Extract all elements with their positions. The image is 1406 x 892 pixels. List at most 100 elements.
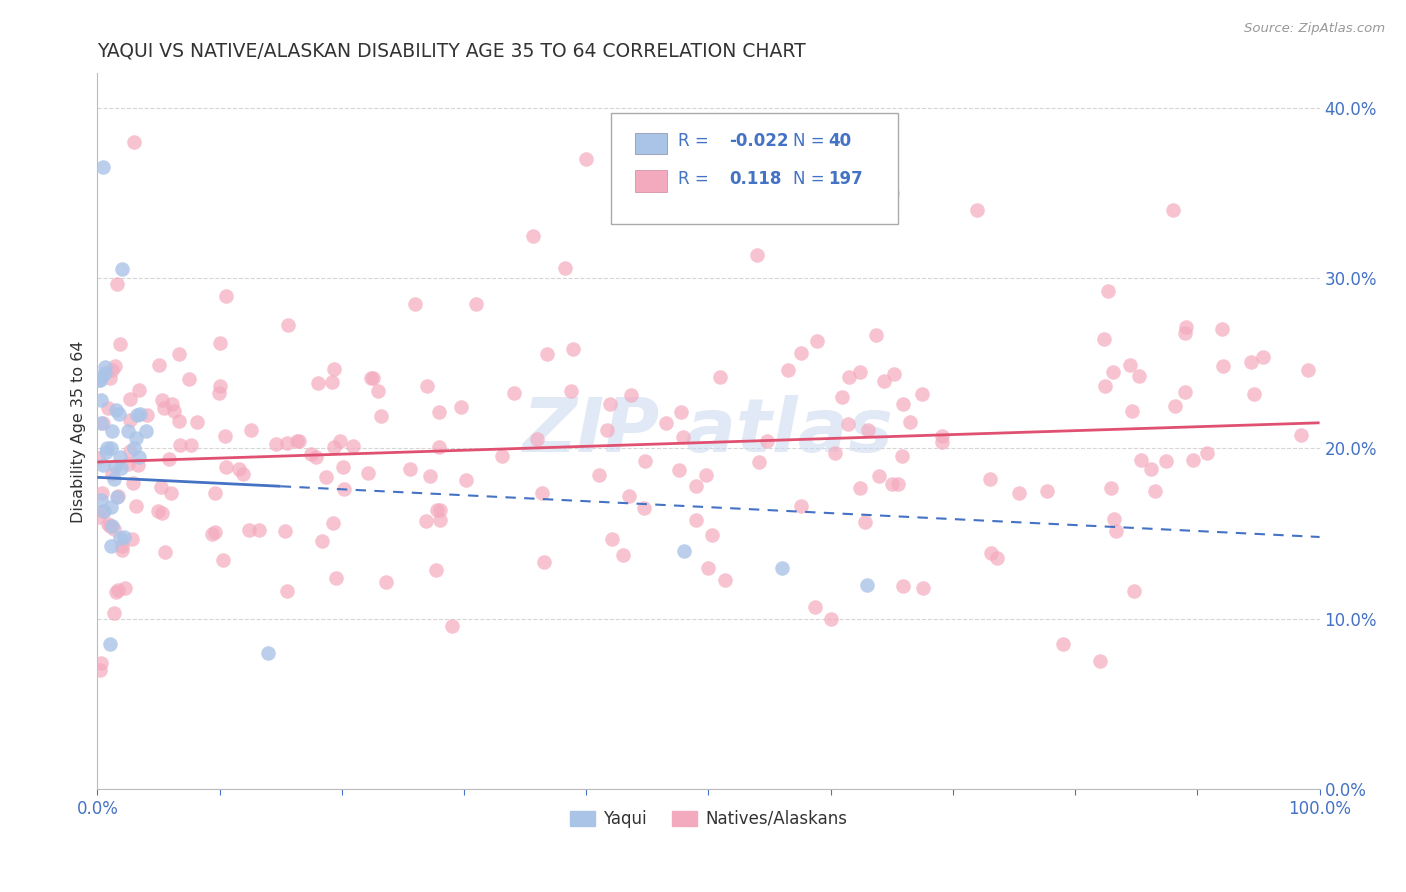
Point <box>1092 332 1115 346</box>
Point <box>890 449 912 463</box>
Point <box>112 530 135 544</box>
Point <box>1099 481 1122 495</box>
Point <box>986 551 1008 566</box>
Text: 0.118: 0.118 <box>730 170 782 188</box>
Point <box>150 506 173 520</box>
Point <box>264 437 287 451</box>
Point <box>120 444 142 458</box>
Point <box>322 516 344 530</box>
Point <box>321 375 343 389</box>
Point <box>1052 637 1074 651</box>
Point <box>148 358 170 372</box>
Point <box>848 481 870 495</box>
Point <box>419 469 441 483</box>
Point <box>427 440 450 454</box>
Point <box>1008 486 1031 500</box>
Point <box>503 385 526 400</box>
Point <box>1128 369 1150 384</box>
Point <box>1174 320 1197 334</box>
Point <box>980 546 1002 560</box>
Point <box>415 514 437 528</box>
Point <box>150 393 173 408</box>
Point <box>177 372 200 386</box>
Point <box>107 489 129 503</box>
FancyBboxPatch shape <box>636 170 666 192</box>
Point <box>122 475 145 490</box>
Point <box>416 378 439 392</box>
Point <box>322 441 344 455</box>
Point <box>342 439 364 453</box>
Point <box>167 347 190 361</box>
Point <box>560 384 582 398</box>
Point <box>1182 453 1205 467</box>
Point <box>214 289 236 303</box>
Point <box>441 618 464 632</box>
Point <box>522 228 544 243</box>
Point <box>596 423 619 437</box>
Point <box>1094 379 1116 393</box>
Point <box>89 663 111 677</box>
Text: -0.022: -0.022 <box>730 132 789 151</box>
Point <box>208 386 231 401</box>
Point <box>685 479 707 493</box>
Point <box>135 425 157 439</box>
Point <box>1197 446 1219 460</box>
Point <box>1164 400 1187 414</box>
Point <box>127 458 149 472</box>
Point <box>367 384 389 399</box>
Point <box>429 513 451 527</box>
Point <box>276 436 298 450</box>
Point <box>329 434 352 449</box>
Text: ZIP atlas: ZIP atlas <box>523 395 894 467</box>
Point <box>360 371 382 385</box>
Text: R =: R = <box>678 132 714 151</box>
Point <box>427 405 450 419</box>
Point <box>1105 524 1128 539</box>
Point <box>450 401 472 415</box>
Point <box>880 477 903 491</box>
Point <box>105 490 128 504</box>
Point <box>900 415 922 429</box>
Point <box>153 401 176 415</box>
Point <box>745 248 768 262</box>
Point <box>90 392 112 407</box>
Point <box>98 371 121 385</box>
Point <box>128 450 150 464</box>
Point <box>865 327 887 342</box>
Point <box>806 334 828 348</box>
Point <box>669 404 692 418</box>
Point <box>104 458 127 473</box>
Point <box>491 449 513 463</box>
Point <box>200 526 222 541</box>
Point <box>240 423 263 437</box>
Text: 40: 40 <box>828 132 852 151</box>
Text: N =: N = <box>793 170 824 188</box>
Point <box>103 472 125 486</box>
Point <box>695 468 717 483</box>
Point <box>299 447 322 461</box>
FancyBboxPatch shape <box>636 133 666 154</box>
Point <box>97 517 120 532</box>
Point <box>108 337 131 351</box>
Point <box>135 408 157 422</box>
Point <box>94 360 117 375</box>
Point <box>748 455 770 469</box>
Point <box>169 438 191 452</box>
Point <box>891 397 914 411</box>
Point <box>120 413 142 427</box>
Point <box>103 607 125 621</box>
Point <box>561 342 583 356</box>
Point <box>89 510 111 524</box>
Point <box>332 460 354 475</box>
Text: 197: 197 <box>828 170 863 188</box>
Point <box>100 467 122 481</box>
Point <box>1154 453 1177 467</box>
Point <box>399 461 422 475</box>
Point <box>110 461 132 475</box>
Point <box>1102 512 1125 526</box>
Point <box>276 584 298 599</box>
Point <box>1140 462 1163 476</box>
Point <box>117 457 139 471</box>
Point <box>120 392 142 406</box>
Point <box>778 363 800 377</box>
